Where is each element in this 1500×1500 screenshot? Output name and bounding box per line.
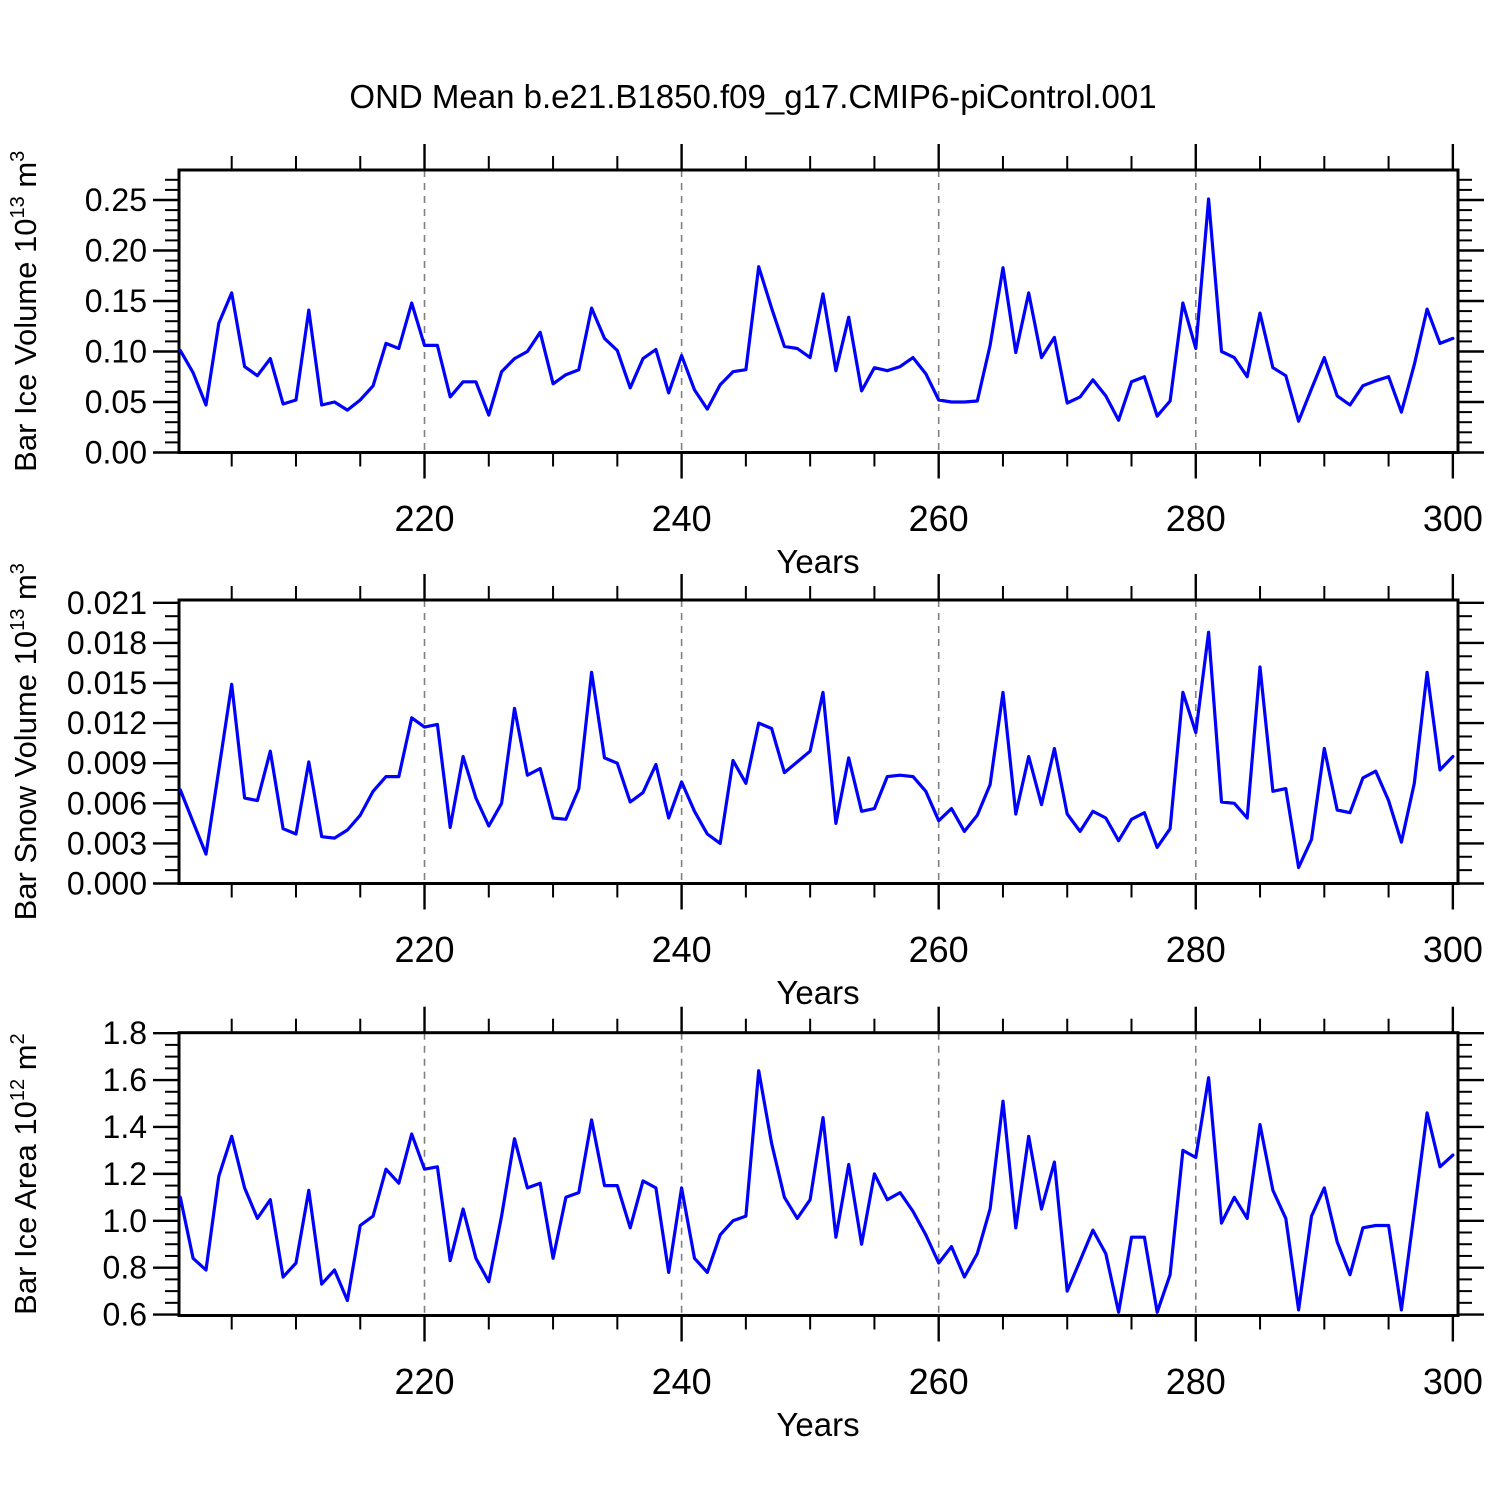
y-tick-label: 0.15 bbox=[85, 283, 147, 319]
y-axis-title-superscript: 3 bbox=[7, 151, 29, 162]
x-tick-label: 280 bbox=[1166, 498, 1226, 539]
y-axis-title: Bar Snow Volume 1013 m3 bbox=[7, 563, 43, 920]
y-axis-title-text: m bbox=[8, 162, 43, 196]
y-tick-label: 1.8 bbox=[103, 1015, 147, 1051]
plot-frame bbox=[177, 598, 1460, 885]
x-tick-label: 280 bbox=[1166, 1361, 1226, 1402]
x-axis-title-panel-3: Years bbox=[776, 1406, 859, 1443]
y-tick-label: 0.10 bbox=[85, 333, 147, 369]
y-tick-label: 0.009 bbox=[67, 745, 147, 781]
y-tick-label: 1.0 bbox=[103, 1203, 147, 1239]
chart-title: OND Mean b.e21.B1850.f09_g17.CMIP6-piCon… bbox=[349, 78, 1156, 115]
x-tick-label: 220 bbox=[394, 1361, 454, 1402]
y-tick-label: 0.000 bbox=[67, 866, 147, 902]
y-tick-label: 0.021 bbox=[67, 585, 147, 621]
y-axis-title-superscript: 13 bbox=[7, 196, 29, 218]
panel-1: 220 240 260 280 300 0.00 0.05 0.10 0.15 0.20 0.25 B… bbox=[7, 144, 1484, 539]
y-tick-label: 0.006 bbox=[67, 785, 147, 821]
plot-frame bbox=[177, 1031, 1460, 1317]
data-line-ice-area bbox=[178, 1069, 1455, 1314]
x-tick-label: 300 bbox=[1423, 929, 1483, 970]
y-axis-title-superscript: 2 bbox=[7, 1033, 29, 1044]
data-line-snow-volume bbox=[178, 630, 1455, 870]
x-tick-label: 220 bbox=[394, 498, 454, 539]
y-tick-label: 0.003 bbox=[67, 825, 147, 861]
x-axis-title-panel-1: Years bbox=[776, 543, 859, 580]
y-axis-title-superscript: 12 bbox=[7, 1079, 29, 1101]
y-tick-label: 0.012 bbox=[67, 705, 147, 741]
y-axis-title-text: m bbox=[8, 1044, 43, 1078]
y-tick-label: 0.015 bbox=[67, 665, 147, 701]
y-tick-label: 0.20 bbox=[85, 232, 147, 268]
panel-3: 220 240 260 280 300 0.6 0.8 1.0 1.2 1.4 1.6 1.8 Bar … bbox=[7, 1006, 1484, 1402]
y-tick-label: 0.05 bbox=[85, 384, 147, 420]
y-axis-title-superscript: 3 bbox=[7, 563, 29, 574]
y-tick-label: 1.4 bbox=[103, 1109, 147, 1145]
x-tick-label: 220 bbox=[394, 929, 454, 970]
x-tick-label: 280 bbox=[1166, 929, 1226, 970]
x-tick-label: 300 bbox=[1423, 1361, 1483, 1402]
y-axis-title-text: Bar Snow Volume 10 bbox=[8, 631, 43, 921]
y-axis-title: Bar Ice Volume 1013 m3 bbox=[7, 151, 43, 472]
x-tick-label: 240 bbox=[652, 1361, 712, 1402]
x-tick-label: 240 bbox=[652, 498, 712, 539]
x-tick-label: 300 bbox=[1423, 498, 1483, 539]
panel-2: 220 240 260 280 300 0.000 0.003 0.006 0.009 0.012… bbox=[7, 563, 1484, 970]
y-axis-title-text: Bar Ice Volume 10 bbox=[8, 218, 43, 471]
x-axis-title-panel-2: Years bbox=[776, 974, 859, 1011]
x-tick-label: 260 bbox=[909, 498, 969, 539]
y-axis-title-superscript: 13 bbox=[7, 609, 29, 631]
y-axis-title-text: m bbox=[8, 574, 43, 608]
y-tick-label: 1.6 bbox=[103, 1062, 147, 1098]
y-axis-title: Bar Ice Area 1012 m2 bbox=[7, 1033, 43, 1315]
y-tick-label: 0.8 bbox=[103, 1250, 147, 1286]
y-tick-label: 0.018 bbox=[67, 625, 147, 661]
y-tick-label: 1.2 bbox=[103, 1156, 147, 1192]
x-tick-label: 260 bbox=[909, 1361, 969, 1402]
panels-group: 220 240 260 280 300 0.00 0.05 0.10 0.15 0.20 0.25 B… bbox=[7, 144, 1484, 1402]
y-tick-label: 0.00 bbox=[85, 435, 147, 471]
x-tick-label: 260 bbox=[909, 929, 969, 970]
y-tick-label: 0.6 bbox=[103, 1297, 147, 1333]
y-axis-title-text: Bar Ice Area 10 bbox=[8, 1101, 43, 1315]
data-line-ice-volume bbox=[178, 197, 1455, 423]
x-tick-label: 240 bbox=[652, 929, 712, 970]
y-tick-label: 0.25 bbox=[85, 182, 147, 218]
